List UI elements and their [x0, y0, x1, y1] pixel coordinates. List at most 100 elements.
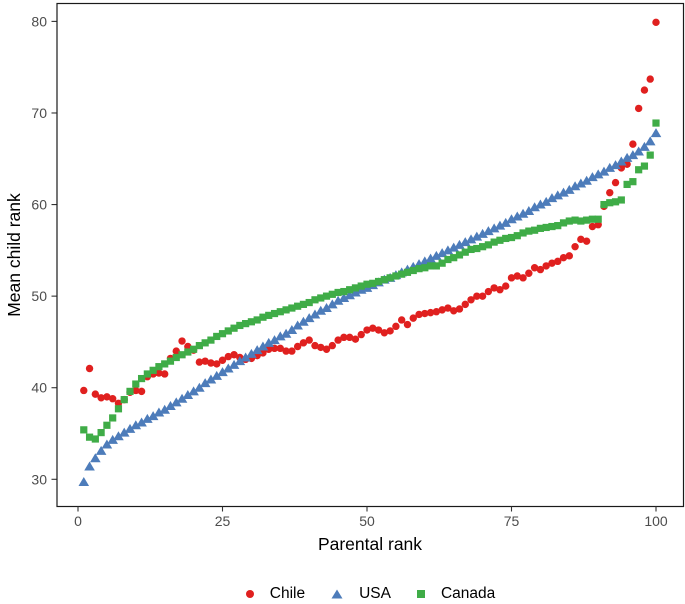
point-canada: [507, 233, 516, 242]
point-canada: [380, 276, 388, 284]
point-usa: [222, 363, 234, 373]
point-canada: [531, 226, 539, 234]
point-chile: [606, 188, 614, 197]
point-usa: [78, 477, 90, 487]
point-usa: [113, 431, 124, 441]
point-usa: [269, 335, 280, 345]
point-chile: [530, 264, 539, 272]
point-canada: [542, 223, 550, 232]
point-canada: [467, 245, 475, 254]
point-chile: [328, 341, 337, 350]
point-canada: [265, 311, 273, 319]
point-canada: [369, 279, 377, 287]
point-usa: [199, 378, 211, 388]
legend-item-usa: USA: [331, 584, 391, 604]
point-canada: [525, 227, 533, 235]
point-chile: [559, 253, 568, 262]
point-canada: [455, 251, 464, 259]
point-chile: [265, 345, 273, 353]
point-chile: [334, 336, 342, 344]
point-usa: [321, 303, 332, 313]
point-usa: [506, 214, 517, 224]
point-chile: [525, 269, 533, 277]
point-usa: [523, 205, 535, 215]
point-canada: [282, 306, 290, 314]
point-canada: [178, 351, 186, 359]
point-canada: [600, 200, 608, 209]
point-usa: [517, 208, 529, 218]
point-canada: [646, 151, 654, 159]
point-canada: [114, 405, 123, 413]
point-chile: [397, 316, 406, 324]
point-chile: [565, 252, 573, 260]
point-chile: [374, 326, 383, 334]
point-chile: [478, 292, 487, 300]
point-usa: [350, 287, 361, 297]
point-canada: [623, 180, 631, 189]
point-usa: [540, 196, 552, 206]
x-axis-tick-label: 25: [215, 513, 231, 529]
point-usa: [234, 356, 246, 366]
point-canada: [213, 332, 221, 341]
legend-canada-square-icon: [416, 590, 425, 598]
point-canada: [363, 280, 371, 288]
point-chile: [132, 386, 140, 395]
point-chile: [207, 359, 215, 367]
point-canada: [322, 292, 331, 300]
point-canada: [577, 217, 585, 225]
point-chile: [317, 343, 325, 352]
point-usa: [130, 420, 142, 430]
point-chile: [282, 347, 290, 355]
point-canada: [276, 308, 284, 316]
point-canada: [415, 265, 423, 273]
point-canada: [109, 414, 117, 422]
point-canada: [126, 387, 134, 395]
point-usa: [535, 199, 546, 209]
point-canada: [635, 166, 643, 174]
point-chile: [640, 86, 649, 94]
point-usa: [546, 193, 558, 203]
point-canada: [143, 370, 151, 378]
point-chile: [617, 164, 626, 172]
point-canada: [548, 222, 556, 231]
x-axis-tick-label: 0: [74, 513, 82, 529]
point-chile: [357, 330, 365, 339]
point-usa: [246, 348, 257, 358]
point-usa: [309, 309, 321, 319]
point-canada: [386, 274, 394, 282]
point-usa: [147, 411, 159, 421]
point-canada: [334, 288, 342, 297]
point-canada: [571, 216, 579, 224]
point-usa: [465, 234, 477, 244]
point-usa: [84, 461, 95, 471]
point-canada: [640, 162, 649, 170]
point-usa: [205, 374, 217, 384]
point-canada: [611, 198, 620, 206]
point-canada: [461, 248, 469, 256]
point-canada: [583, 216, 591, 224]
point-canada: [85, 433, 94, 441]
point-canada: [317, 294, 325, 302]
point-chile: [340, 333, 348, 342]
y-axis-tick-label: 30: [31, 471, 47, 487]
point-chile: [473, 292, 481, 300]
point-canada: [201, 339, 209, 347]
point-usa: [454, 239, 465, 249]
point-canada: [629, 178, 637, 186]
y-axis: 30 40 50 60 70 80: [31, 13, 57, 487]
point-usa: [286, 325, 298, 335]
point-canada: [392, 272, 400, 280]
point-usa: [471, 231, 483, 241]
x-axis-title: Parental rank: [318, 534, 422, 554]
point-canada: [166, 357, 175, 365]
legend-item-chile: Chile: [245, 584, 305, 604]
y-axis-tick-label: 80: [31, 13, 47, 29]
point-usa: [159, 404, 170, 414]
point-canada: [97, 428, 105, 437]
point-chile: [85, 364, 94, 373]
point-chile: [571, 242, 579, 251]
point-usa: [442, 245, 454, 255]
point-usa: [142, 413, 153, 423]
point-canada: [328, 290, 336, 298]
point-usa: [344, 290, 355, 300]
